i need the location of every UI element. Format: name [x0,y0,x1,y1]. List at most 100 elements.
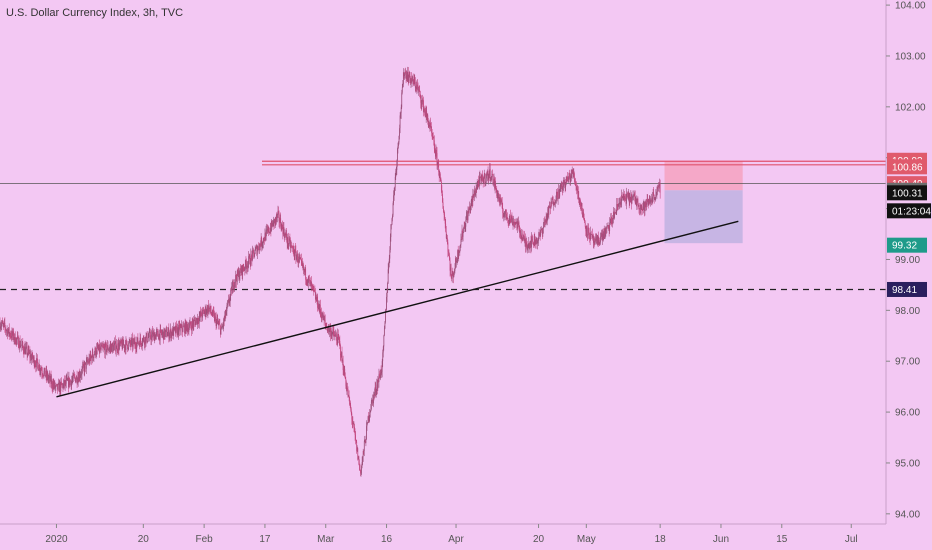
candle-body-816 [442,202,444,209]
candle-410 [222,324,223,330]
candle-body-1214 [658,185,660,187]
candle-984 [533,233,535,247]
candle-1167 [633,194,634,201]
candle-145 [78,371,80,383]
candle-1020 [553,201,555,211]
candle-body-981 [532,238,533,242]
candle-body-220 [119,344,120,350]
candle-body-786 [426,111,428,116]
candle-body-1088 [590,232,592,240]
candle-122 [65,374,67,389]
candle-body-191 [103,346,105,348]
candle-809 [438,169,440,183]
candle-237 [128,341,130,351]
candle-body-640 [347,388,348,390]
candle-574 [311,276,313,292]
candle-body-212 [114,341,116,343]
candle-836 [453,272,455,278]
candle-959 [520,227,522,239]
candle-83 [44,367,46,377]
candle-615 [333,324,335,341]
candle-body-567 [307,282,309,284]
candle-body-1013 [549,206,551,208]
candle-body-652 [353,422,355,427]
candle-961 [521,228,523,240]
candle-714 [387,281,389,293]
candle-body-801 [434,148,436,152]
candle-body-680 [368,416,370,421]
candle-130 [70,379,71,382]
candle-body-230 [124,345,126,349]
candle-body-8 [3,322,5,324]
candle-804 [436,146,437,159]
candle-body-165 [89,358,90,363]
candle-body-1059 [574,179,576,182]
candle-988 [535,237,537,245]
candle-body-515 [279,221,280,223]
candle-body-151 [81,368,83,375]
candle-344 [186,320,188,332]
candle-405 [219,318,221,330]
candle-body-764 [414,79,416,82]
candle-1044 [566,176,568,183]
candle-834 [452,267,454,276]
candle-1126 [610,212,612,227]
candle-body-211 [114,342,115,346]
candle-372 [201,312,203,322]
candle-body-732 [396,148,398,161]
candle-body-1052 [570,175,572,179]
candle-66 [35,360,37,373]
candle-body-810 [439,174,441,177]
candle-47 [25,342,26,355]
candle-body-782 [424,109,425,110]
candle-1037 [562,182,564,194]
candle-body-718 [389,249,391,259]
candle-380 [205,309,207,318]
candle-1035 [561,180,563,192]
candle-body-384 [208,305,209,312]
candle-653 [354,424,355,433]
candle-616 [334,330,335,337]
candle-880 [477,181,479,190]
candle-body-1142 [619,202,621,203]
candle-390 [211,311,213,316]
candle-body-183 [98,344,100,353]
candle-429 [232,279,234,287]
candle-body-1046 [567,179,569,183]
candle-body-409 [221,326,223,328]
candle-body-847 [459,246,461,253]
candle-885 [480,176,481,179]
candle-206 [111,343,113,353]
candle-body-599 [324,319,326,324]
candle-91 [49,370,50,384]
candle-994 [539,232,541,237]
candle-355 [192,317,194,329]
candle-605 [328,324,329,335]
candle-body-360 [195,321,196,325]
candle-body-798 [432,137,434,139]
candle-body-207 [111,343,113,353]
candle-body-1077 [584,219,586,224]
candle-body-645 [349,404,351,406]
candle-638 [345,380,347,392]
candle-366 [198,316,200,328]
candle-642 [348,394,349,398]
candle-body-1187 [644,202,645,212]
candle-body-881 [477,181,479,183]
candle-531 [287,232,289,250]
candle-795 [431,122,432,137]
candle-773 [419,85,421,98]
candle-body-517 [280,218,282,227]
candle-971 [526,240,528,251]
candle-body-875 [474,190,476,196]
candle-664 [360,469,361,477]
candle-261 [141,342,143,350]
candle-895 [485,173,487,186]
candle-607 [329,327,330,338]
candle-278 [150,335,152,346]
candle-819 [444,211,446,220]
candle-body-1195 [648,201,650,205]
candle-body-533 [288,238,290,245]
candle-body-725 [393,195,394,204]
